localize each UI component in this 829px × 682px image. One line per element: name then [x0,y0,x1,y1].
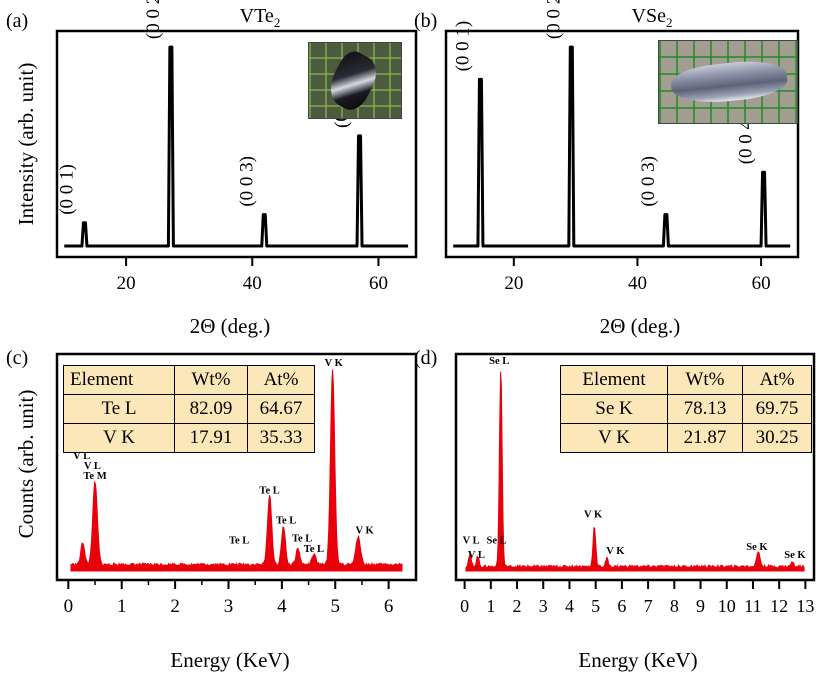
peak-element-label: Se K [746,542,768,553]
table-cell: Te L [64,395,175,424]
x-tick-label: 11 [744,596,761,616]
x-tick-label: 60 [369,273,388,294]
table-row: Te L 82.09 64.67 [64,395,315,424]
chart-title: VSe2 [632,5,673,30]
peak-element-label: V K [606,546,625,557]
x-tick-label: 5 [331,596,341,617]
table-header-cell: Wt% [175,366,248,395]
y-axis-label: Counts (arb. unit) [14,390,38,539]
x-tick-label: 8 [670,596,679,616]
table-cell: 64.67 [248,395,315,424]
peak-element-label: Se L [489,356,509,367]
peak-element-label: V L [463,536,480,547]
table-header-row: Element Wt% At% [64,366,315,395]
peak-miller-index-label: (0 0 1) [56,164,77,215]
panel-label: (d) [414,347,437,369]
table-cell: 21.87 [668,424,743,453]
x-tick-label: 2 [170,596,180,617]
table-cell: V K [561,424,668,453]
vse2-flake [669,57,788,107]
table-cell: V K [64,424,175,453]
table-cell: 78.13 [668,395,743,424]
x-tick-label: 10 [718,596,736,616]
peak-element-label: V K [584,509,603,520]
x-tick-label: 6 [617,596,626,616]
peak-miller-index-label: (0 0 3) [236,156,257,207]
x-tick-label: 7 [644,596,653,616]
table-header-row: Element Wt% At% [561,366,812,395]
x-tick-label: 4 [277,596,287,617]
panel-label: (a) [6,10,28,32]
peak-element-label: Te L [229,536,249,547]
peak-element-label: Te L [276,516,296,527]
composition-table-vse2: Element Wt% At% Se K 78.13 69.75 V K 21.… [560,365,812,453]
table-cell: 82.09 [175,395,248,424]
x-tick-label: 3 [539,596,548,616]
x-tick-label: 40 [243,273,262,294]
x-tick-label: 13 [796,596,814,616]
panel-label: (b) [414,10,437,32]
vte2-flake [322,47,384,115]
panel-label: (c) [6,347,28,369]
vse2-crystal-photo [658,40,798,124]
peak-element-label: V K [325,358,344,369]
table-header-cell: Wt% [668,366,743,395]
x-tick-label: 0 [460,596,469,616]
x-tick-label: 20 [504,273,523,294]
peak-element-label: V L [468,550,485,561]
x-tick-label: 1 [486,596,495,616]
x-tick-label: 3 [224,596,234,617]
x-tick-label: 4 [565,596,574,616]
peak-element-label: Te M [83,471,106,482]
table-header-cell: At% [248,366,315,395]
x-tick-label: 60 [752,273,771,294]
peak-element-label: V K [356,526,375,537]
x-tick-label: 0 [64,596,74,617]
table-cell: 69.75 [743,395,812,424]
peak-miller-index-label: (0 0 1) [452,21,473,72]
x-axis-label: 2Θ (deg.) [600,314,680,338]
table-row: V K 17.91 35.33 [64,424,315,453]
peak-element-label: Te L [304,544,324,555]
x-tick-label: 20 [117,273,136,294]
peak-miller-index-label: (0 0 3) [638,156,659,207]
peak-element-label: Se L [487,536,507,547]
table-cell: 17.91 [175,424,248,453]
peak-element-label: Te L [259,485,279,496]
x-axis-label: 2Θ (deg.) [190,314,270,338]
table-cell: 30.25 [743,424,812,453]
x-tick-label: 2 [513,596,522,616]
table-row: Se K 78.13 69.75 [561,395,812,424]
x-tick-label: 1 [117,596,127,617]
composition-table-vte2: Element Wt% At% Te L 82.09 64.67 V K 17.… [63,365,315,453]
table-cell: Se K [561,395,668,424]
table-header-cell: At% [743,366,812,395]
table-header-cell: Element [561,366,668,395]
x-tick-label: 12 [770,596,788,616]
x-tick-label: 40 [628,273,647,294]
x-tick-label: 6 [384,596,394,617]
peak-miller-index-label: (0 0 2) [143,0,164,39]
table-header-cell: Element [64,366,175,395]
x-axis-label: Energy (KeV) [170,648,289,672]
x-axis-label: Energy (KeV) [578,648,697,672]
y-axis-label: Intensity (arb. unit) [14,63,38,226]
peak-element-label: Se K [784,550,806,561]
x-tick-label: 5 [591,596,600,616]
vte2-crystal-photo [308,42,402,119]
chart-title: VTe2 [240,5,281,30]
peak-miller-index-label: (0 0 2) [543,0,564,39]
table-cell: 35.33 [248,424,315,453]
x-tick-label: 9 [696,596,705,616]
table-row: V K 21.87 30.25 [561,424,812,453]
